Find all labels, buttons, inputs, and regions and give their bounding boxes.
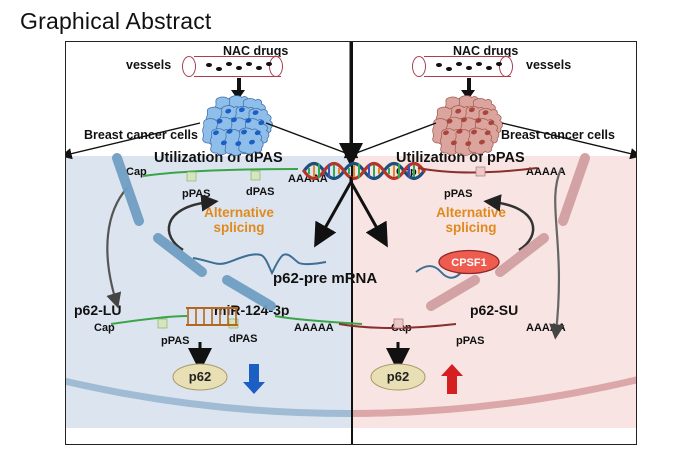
svg-text:p62: p62 [387, 369, 409, 384]
svg-text:CPSF1: CPSF1 [451, 257, 486, 269]
svg-text:p62: p62 [189, 369, 211, 384]
